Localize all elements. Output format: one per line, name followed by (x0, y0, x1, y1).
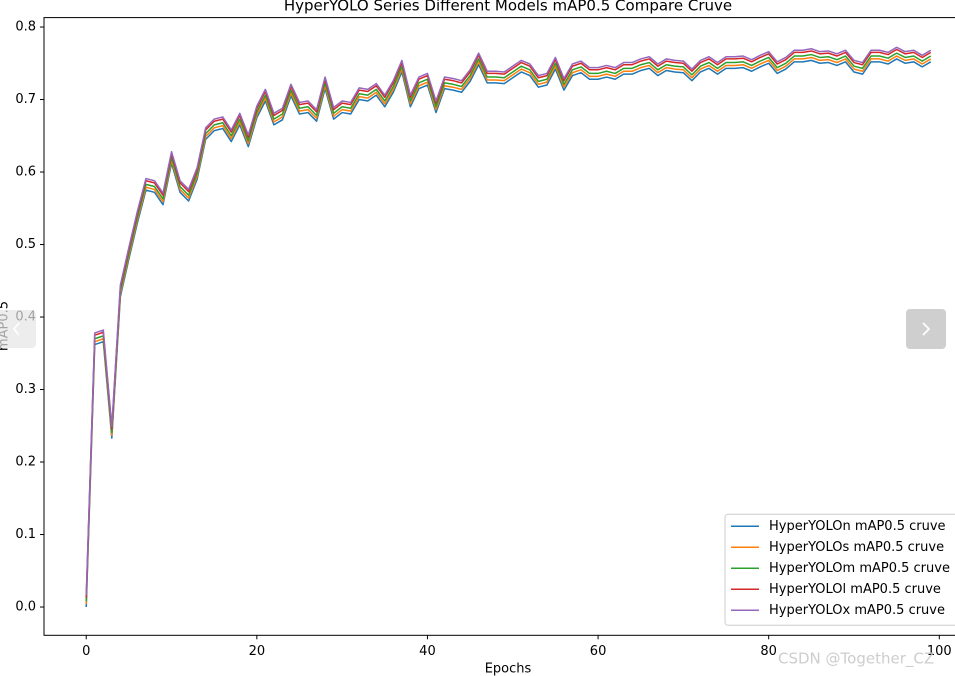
y-tick-label: 0.0 (15, 600, 36, 615)
y-tick-label: 0.2 (15, 455, 36, 470)
series-line (85, 55, 932, 605)
x-tick-label: 80 (760, 644, 777, 659)
x-axis-label: Epochs (485, 662, 532, 676)
series-line (85, 48, 932, 598)
watermark: CSDN @Together_CZ (778, 650, 934, 669)
legend-label: HyperYOLOl mAP0.5 cruve (769, 582, 941, 597)
next-button (906, 309, 946, 349)
legend-label: HyperYOLOx mAP0.5 cruve (769, 603, 945, 618)
y-tick-label: 0.1 (15, 527, 36, 542)
x-tick-label: 0 (82, 644, 90, 659)
y-tick-label: 0.7 (15, 92, 36, 107)
x-tick-label: 20 (249, 644, 266, 659)
y-tick-label: 0.5 (15, 237, 36, 252)
series-line (85, 52, 932, 602)
next-chevron (922, 322, 931, 336)
legend-box (724, 513, 955, 626)
x-tick-label: 40 (419, 644, 436, 659)
y-tick-label: 0.3 (15, 382, 36, 397)
axes-frame (43, 17, 955, 636)
series-line (85, 46, 932, 596)
x-tick-label: 100 (927, 644, 952, 659)
prev-chevron (12, 322, 20, 336)
legend-label: HyperYOLOn mAP0.5 cruve (769, 519, 946, 534)
chart-title: HyperYOLO Series Different Models mAP0.5… (284, 0, 732, 15)
prev-button (0, 310, 36, 348)
legend-label: HyperYOLOs mAP0.5 cruve (769, 540, 944, 555)
y-tick-label: 0.8 (15, 20, 36, 35)
legend: HyperYOLOn mAP0.5 cruve HyperYOLOs mAP0.5… (724, 513, 955, 626)
legend-label: HyperYOLOm mAP0.5 cruve (769, 561, 950, 576)
series-line (85, 58, 932, 608)
y-tick-label: 0.6 (15, 165, 36, 180)
x-tick-label: 60 (590, 644, 607, 659)
